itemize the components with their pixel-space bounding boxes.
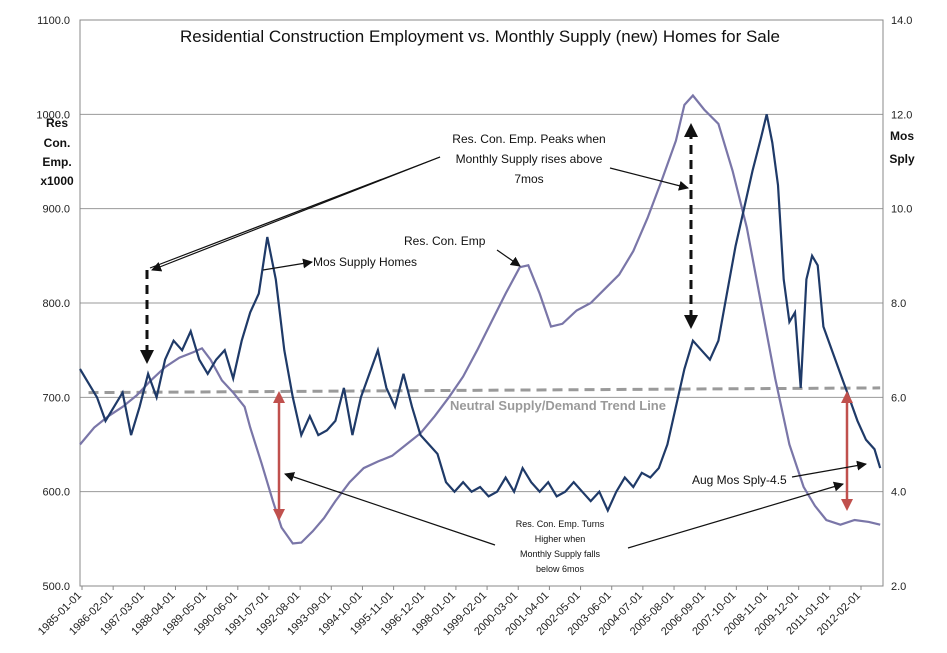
right-tick-label: 2.0 [891, 581, 906, 593]
annotation-turns-line-1: Res. Con. Emp. Turns [516, 519, 605, 529]
series-line-res-con-emp [79, 93, 881, 545]
series-line-mos-supply [79, 114, 882, 514]
arrow-turns-higher-left [284, 472, 496, 546]
left-axis-label-line-4: x1000 [40, 174, 74, 188]
arrow-aug-supply [791, 460, 867, 478]
left-axis-label-line-1: Res [46, 116, 68, 130]
right-axis-ticks: 2.0 4.0 6.0 8.0 10.0 12.0 14.0 [891, 15, 912, 593]
plot-area-border [79, 19, 884, 587]
annotation-peaks-line-2: Monthly Supply rises above [456, 152, 603, 166]
right-tick-label: 12.0 [891, 109, 912, 121]
right-axis-label-line-1: Mos [890, 129, 914, 143]
right-tick-label: 14.0 [891, 15, 912, 27]
gridlines [80, 19, 883, 587]
left-tick-label: 900.0 [42, 204, 70, 216]
arrow-turns-higher-right [627, 481, 844, 549]
right-axis-label-line-2: Sply [889, 152, 915, 166]
arrow-mos-supply [262, 258, 313, 271]
left-axis-label-line-2: Con. [44, 136, 71, 150]
x-axis-ticks: 1985-01-011986-02-011987-03-011988-04-01… [36, 586, 863, 638]
annotation-turns-line-2: Higher when [535, 534, 586, 544]
right-tick-label: 4.0 [891, 487, 906, 499]
arrow-res-con-emp [496, 249, 521, 267]
arrow-peak-left [151, 156, 441, 272]
annotation-mos-supply-homes: Mos Supply Homes [313, 255, 417, 269]
annotation-peaks-line-1: Res. Con. Emp. Peaks when [452, 132, 605, 146]
chart-title: Residential Construction Employment vs. … [180, 27, 780, 46]
annotation-aug-supply: Aug Mos Sply-4.5 [692, 473, 787, 487]
annotation-turns-line-4: below 6mos [536, 564, 585, 574]
left-tick-label: 600.0 [42, 487, 70, 499]
right-tick-label: 6.0 [891, 392, 906, 404]
annotation-res-con-emp: Res. Con. Emp [404, 234, 486, 248]
right-tick-label: 8.0 [891, 298, 906, 310]
right-tick-label: 10.0 [891, 204, 912, 216]
annotation-peaks-line-3: 7mos [514, 172, 543, 186]
left-tick-label: 700.0 [42, 392, 70, 404]
left-tick-label: 1000.0 [36, 109, 70, 121]
left-tick-label: 800.0 [42, 298, 70, 310]
arrow-peak-right [609, 167, 689, 191]
left-tick-label: 1100.0 [37, 15, 70, 27]
left-tick-label: 500.0 [42, 581, 70, 593]
left-axis-label-line-3: Emp. [42, 155, 71, 169]
annotation-turns-line-3: Monthly Supply falls [520, 549, 601, 559]
trend-line [88, 386, 881, 395]
left-axis-ticks: 500.0 600.0 700.0 800.0 900.0 1000.0 1100.0 [36, 15, 70, 593]
trend-line-label: Neutral Supply/Demand Trend Line [450, 398, 666, 413]
